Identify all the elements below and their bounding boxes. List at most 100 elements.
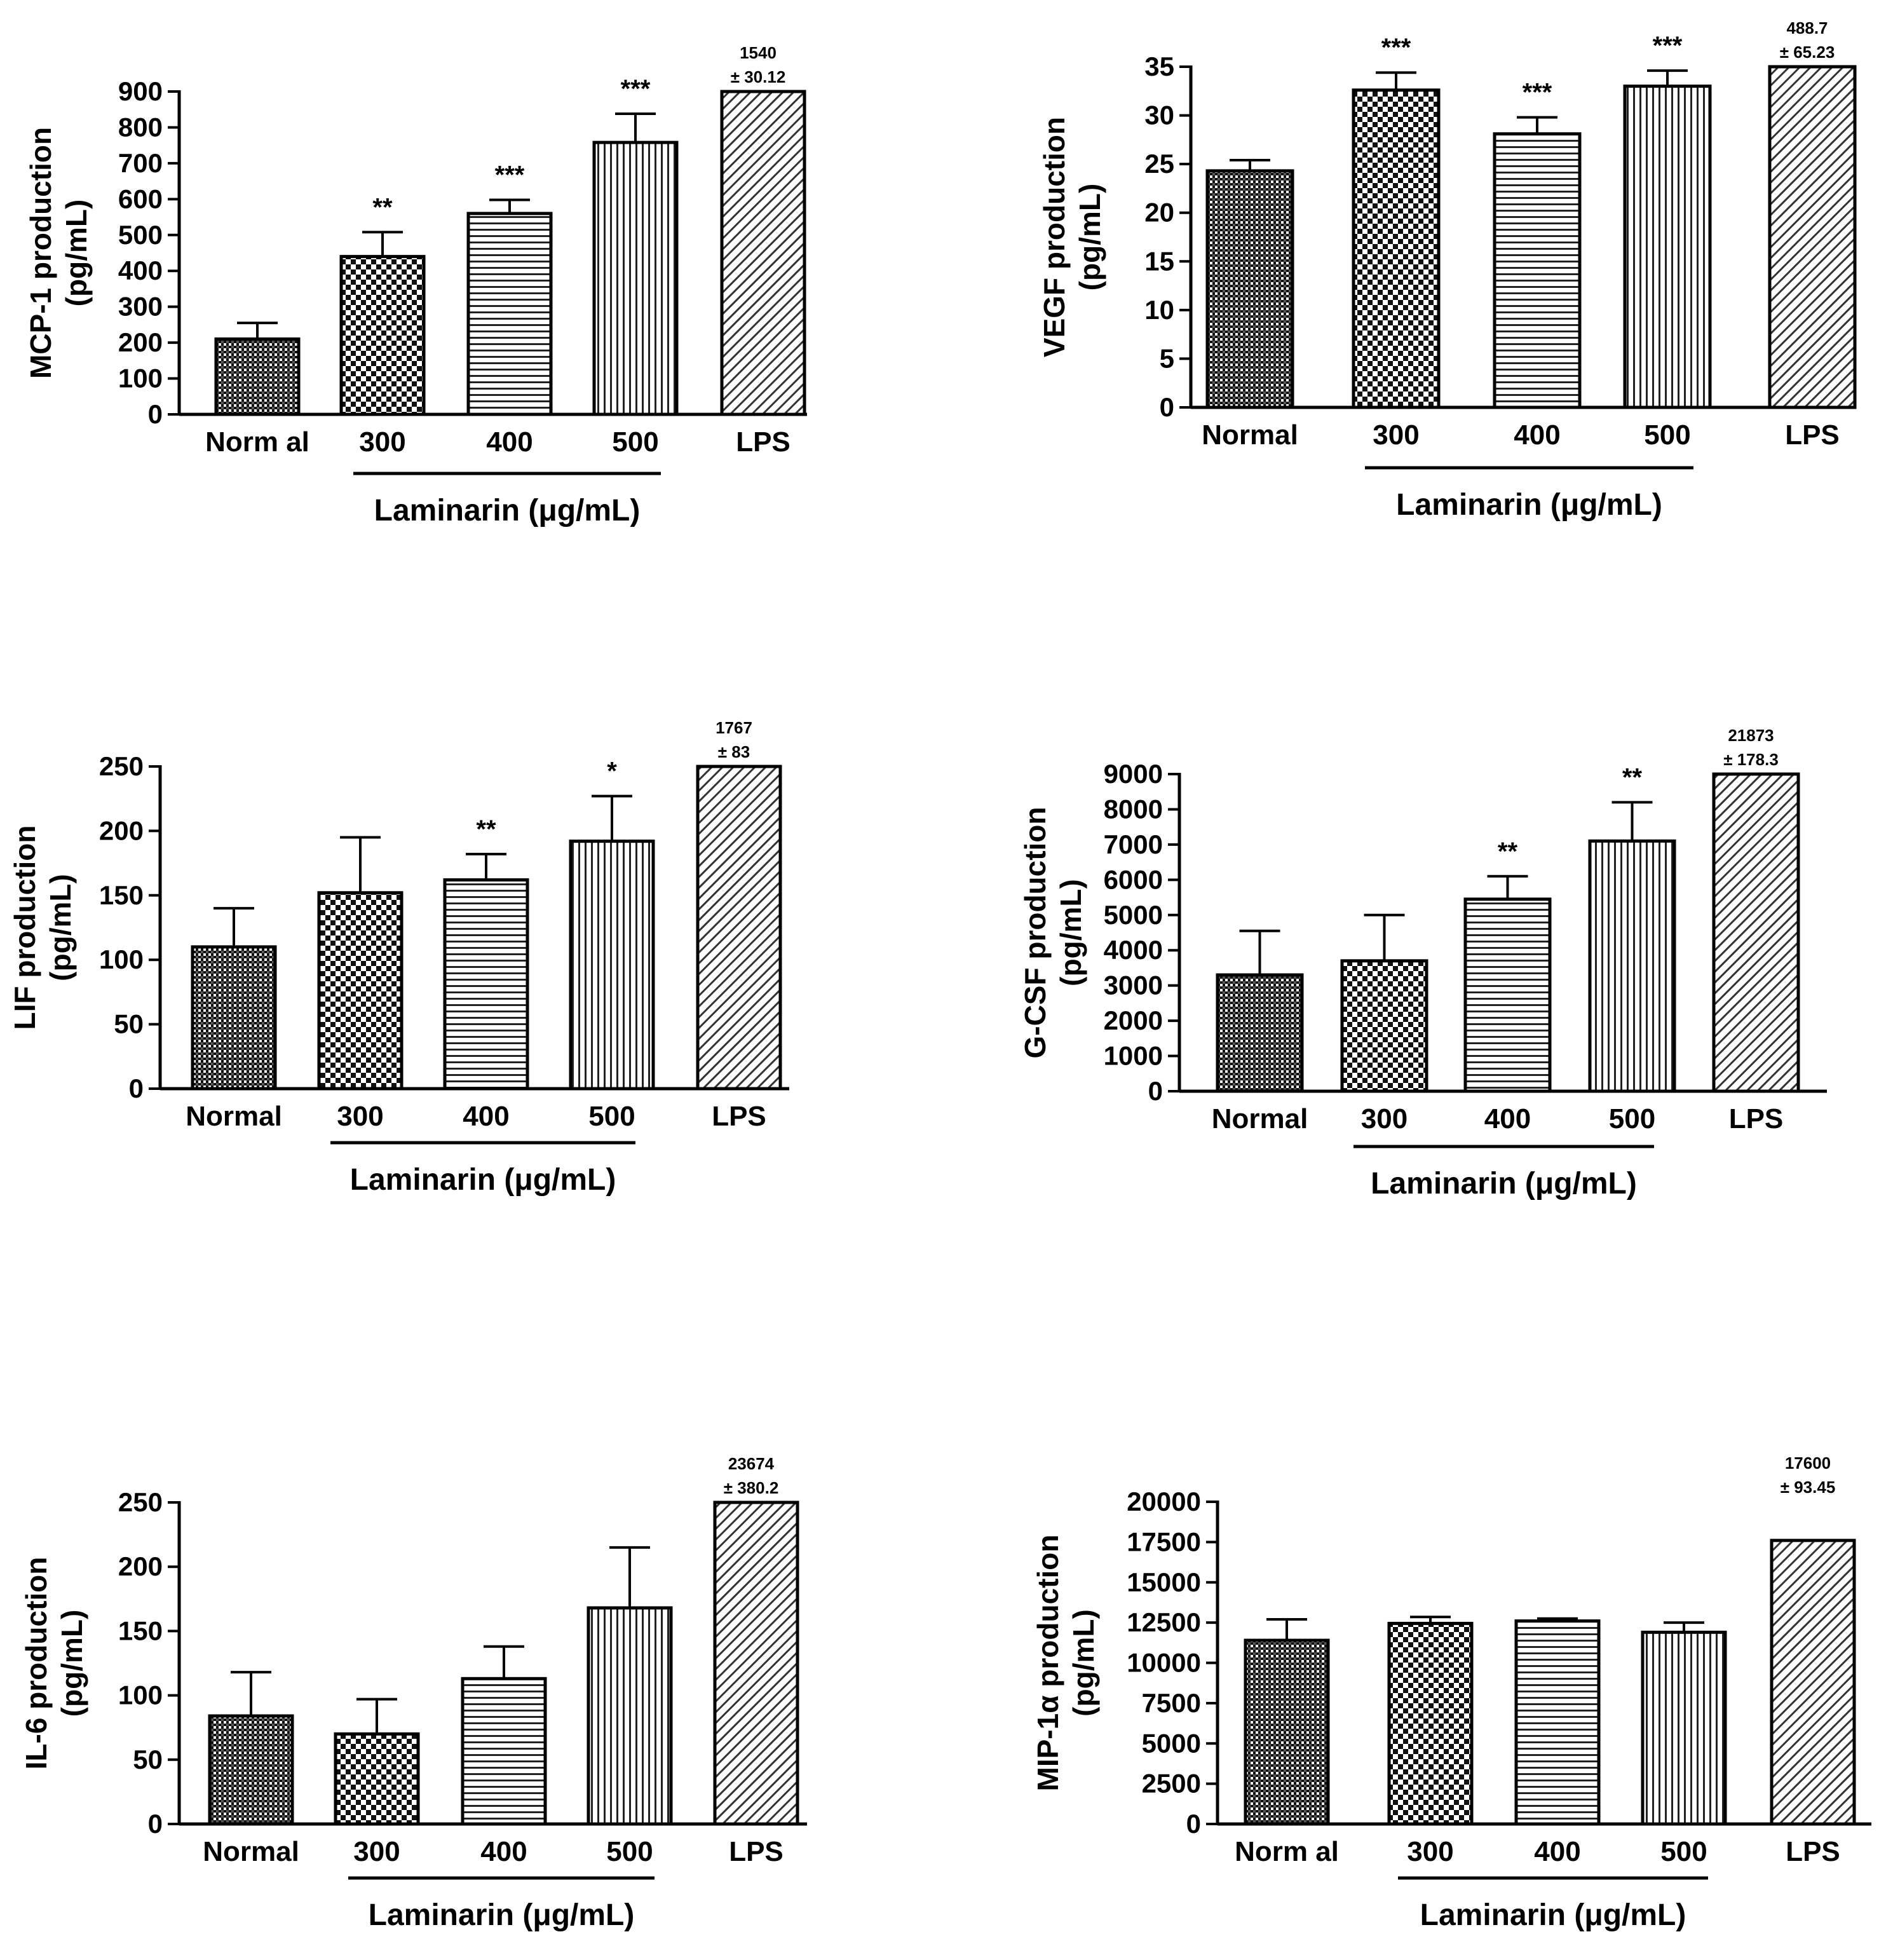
y-tick-label: 17500 <box>1127 1527 1201 1556</box>
y-axis-unit: (pg/mL) <box>55 1610 88 1717</box>
y-axis-title: IL-6 production <box>20 1557 53 1770</box>
x-category-label: Normal <box>203 1836 299 1867</box>
x-category-label: Normal <box>186 1101 282 1132</box>
lps-sem-annotation: ± 380.2 <box>724 1478 779 1497</box>
x-category-label: 300 <box>1361 1103 1408 1134</box>
x-category-label: 500 <box>612 426 658 458</box>
bar-lps <box>1712 772 1800 1093</box>
significance-label: ** <box>1498 838 1518 866</box>
bar-lps <box>713 1501 799 1826</box>
x-category-label: 500 <box>606 1836 653 1867</box>
y-tick-label: 200 <box>99 815 144 845</box>
x-category-label: 300 <box>1407 1836 1453 1867</box>
bar-500 <box>1641 1630 1727 1826</box>
y-tick-label: 1000 <box>1104 1041 1163 1071</box>
x-category-label: LPS <box>736 426 790 458</box>
y-tick-label: 400 <box>118 255 163 285</box>
bar-lps <box>696 765 782 1091</box>
y-tick-label: 2500 <box>1142 1769 1201 1799</box>
y-tick-label: 0 <box>148 399 163 429</box>
bar-500 <box>587 1606 673 1826</box>
y-axis-unit: (pg/mL) <box>1054 879 1087 986</box>
x-category-label: 400 <box>486 426 533 458</box>
y-tick-label: 0 <box>148 1809 163 1839</box>
bar-lps <box>1770 1539 1856 1826</box>
y-axis-title: G-CSF production <box>1019 806 1052 1058</box>
y-tick-label: 5000 <box>1142 1728 1201 1758</box>
x-group-label: Laminarin (μg/mL) <box>350 1163 616 1197</box>
lps-mean-annotation: 1767 <box>716 718 752 737</box>
y-tick-label: 35 <box>1144 51 1174 81</box>
y-tick-label: 250 <box>118 1487 163 1517</box>
y-tick-label: 25 <box>1144 149 1174 179</box>
x-category-label: 500 <box>1609 1103 1655 1134</box>
x-category-label: LPS <box>712 1101 766 1132</box>
y-axis-title: VEGF production <box>1038 117 1071 357</box>
y-tick-label: 50 <box>114 1009 144 1039</box>
significance-label: *** <box>621 75 651 103</box>
y-tick-label: 2000 <box>1104 1005 1163 1035</box>
chart-panel-6: 0 2500 5000 7500 10000 12500 15000 17500 20000 MI… <box>1031 1453 1871 1932</box>
bar-400 <box>443 878 529 1091</box>
y-tick-label: 15000 <box>1127 1567 1201 1597</box>
y-tick-label: 100 <box>99 944 144 974</box>
y-tick-label: 15 <box>1144 246 1174 276</box>
bar-500 <box>569 840 655 1091</box>
y-tick-label: 50 <box>133 1745 163 1774</box>
lps-sem-annotation: ± 30.12 <box>731 67 786 86</box>
lps-sem-annotation: ± 178.3 <box>1723 750 1779 769</box>
x-category-label: 300 <box>1373 419 1419 451</box>
x-category-label: Normal <box>1202 419 1298 451</box>
bar-400 <box>1493 132 1582 409</box>
bar-500 <box>1588 839 1676 1093</box>
significance-label: * <box>607 758 617 786</box>
y-tick-label: 20000 <box>1127 1487 1201 1516</box>
significance-label: *** <box>1523 79 1552 107</box>
bar-300 <box>1340 959 1428 1093</box>
bar-300 <box>1387 1621 1474 1826</box>
bar-lps <box>720 90 806 416</box>
bar-normal <box>1205 169 1294 409</box>
x-category-label: 300 <box>359 426 405 458</box>
y-tick-label: 10 <box>1144 295 1174 325</box>
y-tick-label: 100 <box>118 1680 163 1710</box>
y-tick-label: 500 <box>118 220 163 250</box>
x-category-label: Norm al <box>205 426 309 458</box>
y-tick-label: 100 <box>118 364 163 393</box>
x-group-label: Laminarin (μg/mL) <box>1396 488 1662 522</box>
y-tick-label: 200 <box>118 327 163 357</box>
y-tick-label: 7500 <box>1142 1688 1201 1718</box>
x-group-label: Laminarin (μg/mL) <box>369 1898 635 1932</box>
lps-sem-annotation: ± 65.23 <box>1780 43 1835 62</box>
y-tick-label: 3000 <box>1104 970 1163 1000</box>
y-axis-unit: (pg/mL) <box>60 200 93 307</box>
y-tick-label: 0 <box>1160 392 1174 422</box>
bar-normal <box>208 1714 294 1826</box>
bar-400 <box>1514 1619 1601 1826</box>
x-category-label: LPS <box>729 1836 784 1867</box>
bar-500 <box>1623 85 1712 409</box>
bar-300 <box>1352 88 1441 409</box>
bar-300 <box>317 891 404 1091</box>
y-tick-label: 900 <box>118 76 163 106</box>
x-category-label: Normal <box>1212 1103 1308 1134</box>
y-tick-label: 20 <box>1144 198 1174 228</box>
y-tick-label: 150 <box>118 1616 163 1645</box>
lps-sem-annotation: ± 93.45 <box>1781 1478 1836 1497</box>
x-group-label: Laminarin (μg/mL) <box>374 494 641 527</box>
lps-mean-annotation: 21873 <box>1728 726 1774 745</box>
y-axis-unit: (pg/mL) <box>1073 184 1106 291</box>
bar-300 <box>334 1732 420 1826</box>
bar-normal <box>191 945 277 1091</box>
y-axis-title: LIF production <box>8 826 41 1030</box>
y-tick-label: 10000 <box>1127 1648 1201 1678</box>
y-tick-label: 250 <box>99 751 144 781</box>
y-axis-unit: (pg/mL) <box>1067 1609 1100 1717</box>
y-tick-label: 8000 <box>1104 794 1163 824</box>
chart-panel-3: 0 50 100 150 200 250 LIF production (pg/mL) Norm… <box>8 718 789 1197</box>
y-tick-label: 300 <box>118 292 163 322</box>
x-category-label: 400 <box>480 1836 527 1867</box>
y-tick-label: 7000 <box>1104 829 1163 859</box>
chart-panel-4: 0 1000 2000 3000 4000 5000 6000 7000 8000 9000 G-C… <box>1019 726 1827 1201</box>
